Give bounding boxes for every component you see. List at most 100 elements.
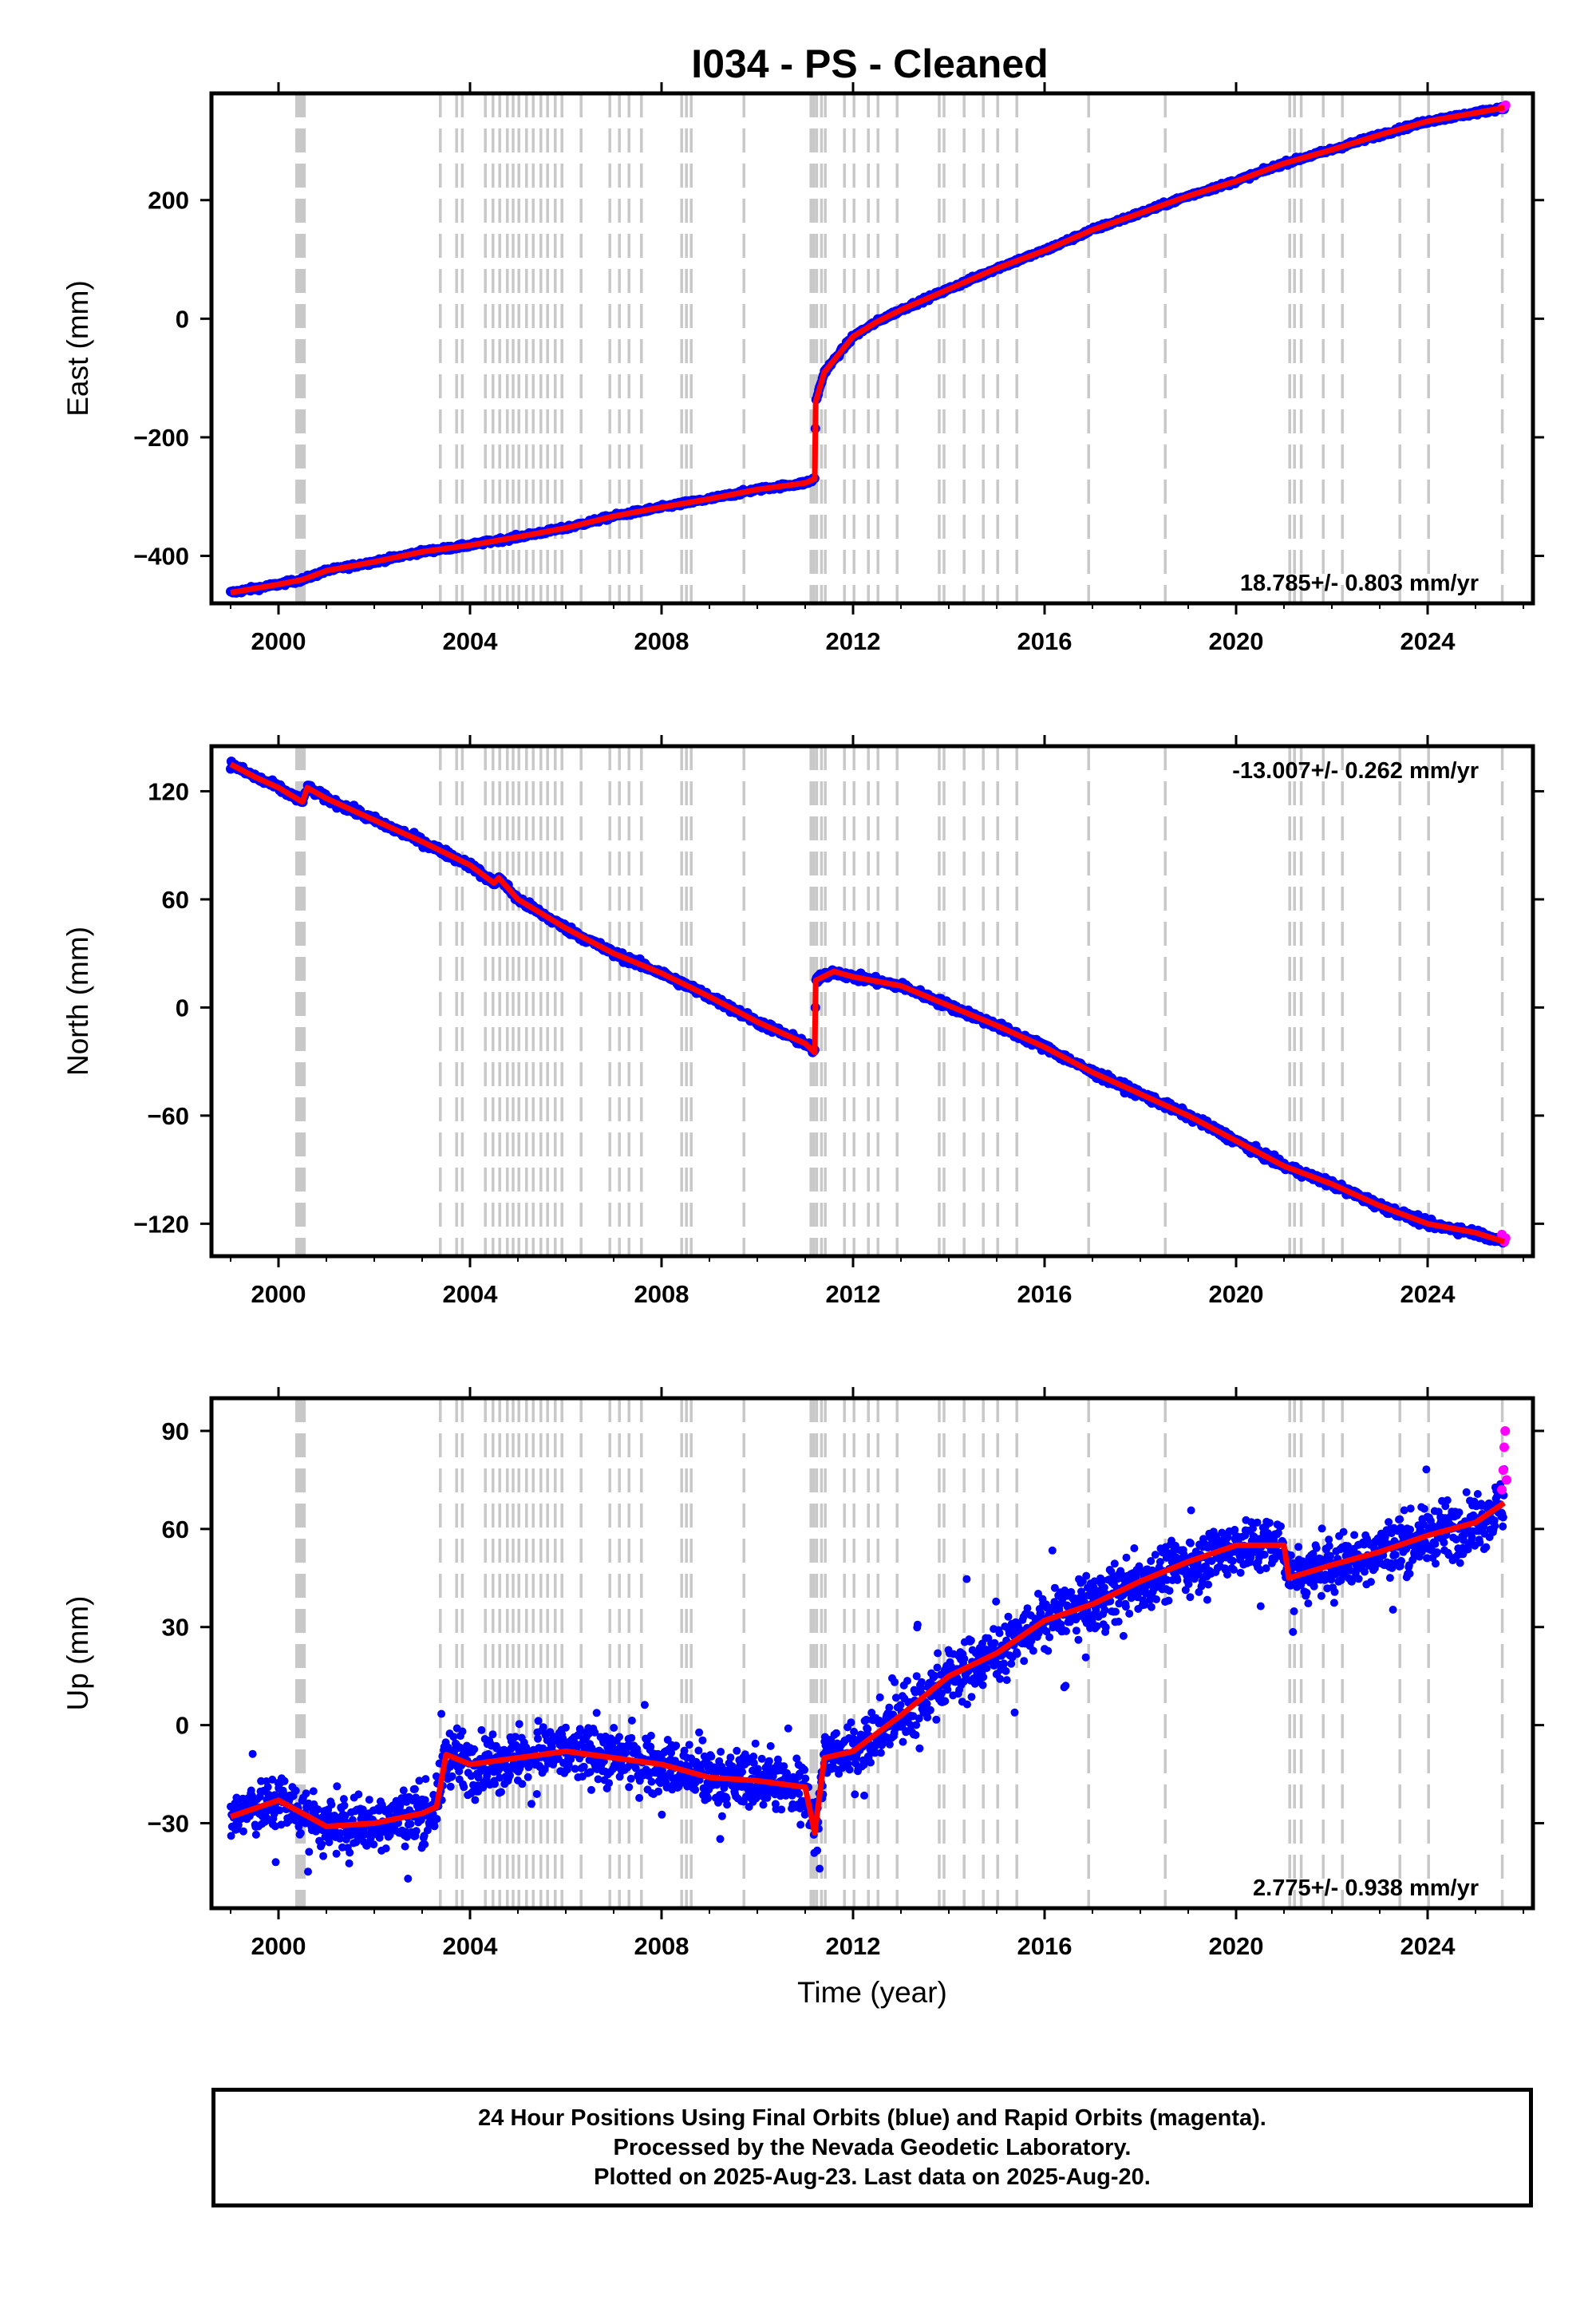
final-orbit-point <box>753 1765 762 1773</box>
final-orbit-point <box>471 1796 480 1804</box>
final-orbit-point <box>333 1782 342 1791</box>
final-orbit-point <box>717 1748 725 1756</box>
final-orbit-point <box>262 1812 271 1821</box>
x-tick-label: 2024 <box>1400 1280 1456 1308</box>
x-tick-label: 2008 <box>634 627 689 655</box>
final-orbit-point <box>534 1734 542 1743</box>
final-orbit-point <box>694 1746 703 1755</box>
final-orbit-point <box>795 1789 804 1798</box>
plot-area <box>227 1398 1511 1908</box>
final-orbit-point <box>497 1788 505 1796</box>
final-orbit-point <box>339 1795 348 1804</box>
final-orbit-point <box>801 1774 810 1783</box>
final-orbit-point <box>592 1709 601 1717</box>
x-tick-label: 2016 <box>1017 627 1073 655</box>
final-orbit-point <box>723 1800 732 1809</box>
final-orbit-point <box>227 1832 235 1840</box>
final-orbit-point <box>421 1775 430 1784</box>
final-orbit-point <box>518 1780 527 1788</box>
x-tick-label: 2012 <box>826 1280 881 1308</box>
axes-frame <box>209 744 1535 1259</box>
north-panel: 2000 2004 2008 2012 2016 2020 2024−120−6006012… <box>61 735 1544 1308</box>
final-orbit-point <box>792 1754 801 1763</box>
final-orbit-point <box>421 1796 429 1804</box>
y-tick-label: 200 <box>148 187 189 215</box>
y-tick-label: −200 <box>133 424 189 452</box>
final-orbit-point <box>294 1822 303 1831</box>
final-orbit-point <box>722 1794 731 1803</box>
final-orbit-point <box>610 1724 618 1732</box>
final-orbit-point <box>777 1805 786 1814</box>
final-orbit-point <box>506 1771 514 1780</box>
final-orbit-point <box>579 1762 588 1771</box>
final-orbit-point <box>309 1787 318 1796</box>
y-axis-label: East (mm) <box>61 280 94 417</box>
east-panel: 2000 2004 2008 2012 2016 2020 2024−400−2000200… <box>61 82 1544 655</box>
final-orbit-point <box>780 1762 788 1771</box>
final-orbit-point <box>417 1816 425 1824</box>
final-orbit-point <box>314 1805 322 1814</box>
y-tick-label: 60 <box>162 886 189 914</box>
final-orbit-point <box>304 1867 312 1876</box>
final-orbit-point <box>523 1773 532 1781</box>
final-orbit-point <box>470 1745 479 1753</box>
final-orbit-point <box>594 1775 602 1784</box>
final-orbit-point <box>412 1827 421 1836</box>
final-orbit-point <box>571 1765 579 1773</box>
final-orbit-point <box>784 1724 792 1733</box>
final-orbit-point <box>491 1780 499 1788</box>
final-orbit-point <box>458 1727 467 1736</box>
final-orbit-point <box>575 1725 584 1733</box>
final-orbit-point <box>532 1790 541 1798</box>
final-orbit-point <box>646 1731 655 1740</box>
final-orbit-point <box>695 1728 704 1737</box>
final-orbit-point <box>591 1728 599 1737</box>
final-orbit-point <box>446 1782 455 1791</box>
final-orbit-point <box>488 1730 497 1739</box>
x-tick-label: 2008 <box>634 1280 689 1308</box>
final-orbit-point <box>511 1733 519 1741</box>
final-orbit-point <box>615 1733 623 1741</box>
velocity-label: -13.007+/- 0.262 mm/yr <box>1232 758 1479 784</box>
final-orbit-point <box>680 1746 689 1755</box>
final-orbit-point <box>375 1833 384 1842</box>
final-orbit-point <box>562 1723 570 1732</box>
final-orbit-point <box>410 1784 419 1793</box>
final-orbit-point <box>239 1827 247 1836</box>
final-orbit-point <box>704 1794 713 1803</box>
final-orbit-point <box>430 1822 439 1831</box>
final-orbit-point <box>547 1742 556 1751</box>
final-orbit-point <box>332 1849 341 1858</box>
final-orbit-point <box>707 1753 716 1761</box>
final-orbit-point <box>263 1783 272 1792</box>
final-orbit-point <box>626 1774 635 1783</box>
up-panel: 2000 2004 2008 2012 2016 2020 2024−300306090Up… <box>61 1387 1544 2009</box>
final-orbit-point <box>336 1829 345 1837</box>
final-orbit-point <box>449 1733 458 1741</box>
final-orbit-point <box>305 1848 314 1856</box>
x-tick-label: 2000 <box>251 1280 306 1308</box>
final-orbit-point <box>291 1786 300 1795</box>
final-orbit-point <box>625 1783 634 1792</box>
final-orbit-point <box>515 1720 523 1729</box>
final-orbit-point <box>766 1741 775 1750</box>
final-orbit-point <box>534 1717 543 1725</box>
final-orbit-point <box>448 1772 456 1780</box>
final-orbit-point <box>346 1848 354 1857</box>
final-orbit-point <box>248 1749 257 1758</box>
final-orbit-point <box>358 1805 367 1814</box>
final-orbit-point <box>381 1844 390 1853</box>
x-tick-label: 2020 <box>1209 627 1264 655</box>
x-tick-label: 2004 <box>443 627 499 655</box>
final-orbit-point <box>751 1739 760 1748</box>
final-orbit-point <box>605 1779 614 1788</box>
final-orbit-point <box>406 1820 415 1828</box>
final-orbit-point <box>764 1757 773 1765</box>
final-orbit-point <box>726 1753 735 1762</box>
final-orbit-point <box>640 1701 649 1709</box>
final-orbit-point <box>647 1777 656 1786</box>
final-orbit-point <box>404 1875 413 1883</box>
final-orbit-point <box>685 1741 693 1749</box>
final-orbit-point <box>540 1765 549 1773</box>
